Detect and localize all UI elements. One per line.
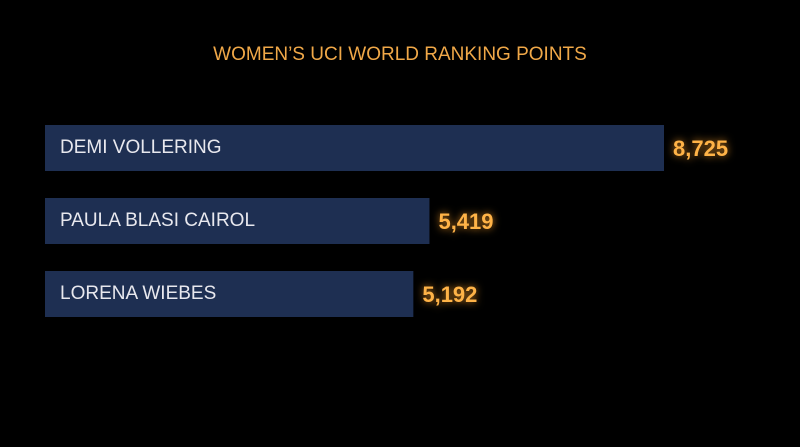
category-label: DEMI VOLLERING — [60, 137, 222, 158]
category-label: LORENA WIEBES — [60, 283, 216, 304]
bar — [45, 125, 664, 171]
chart-title: WOMEN’S UCI WORLD RANKING POINTS — [213, 44, 587, 65]
value-label: 5,419 — [438, 209, 493, 234]
bar — [45, 198, 430, 244]
category-label: PAULA BLASI CAIROL — [60, 210, 255, 231]
value-label: 8,725 — [673, 136, 728, 161]
value-label: 5,192 — [422, 282, 477, 307]
bar — [45, 271, 414, 317]
